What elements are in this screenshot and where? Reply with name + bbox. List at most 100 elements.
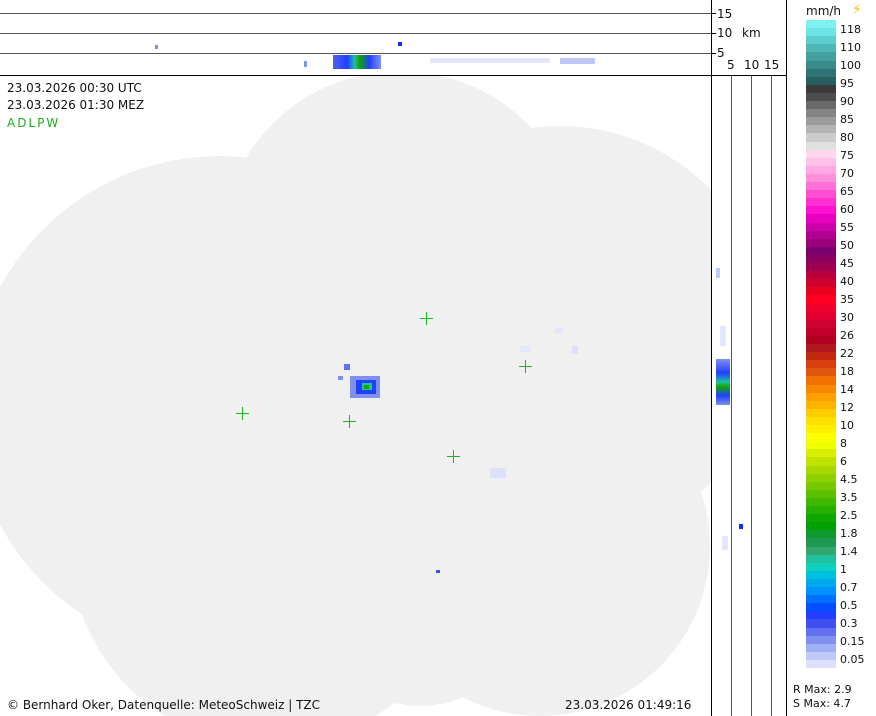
legend-label: 40 xyxy=(840,275,854,288)
legend-swatch xyxy=(806,635,836,645)
legend-swatch xyxy=(806,263,836,272)
side-profile-panel xyxy=(712,76,786,716)
legend-swatch xyxy=(806,36,836,45)
legend-swatch xyxy=(806,109,836,118)
top-profile-echo-small xyxy=(155,45,158,49)
top-profile-tick-10: 10 xyxy=(717,26,733,40)
legend-swatch xyxy=(806,465,836,475)
legend-label: 55 xyxy=(840,221,854,234)
legend-swatch xyxy=(806,659,836,669)
legend-swatch xyxy=(806,384,836,394)
radar-site-marker xyxy=(447,450,460,463)
legend-swatch xyxy=(806,238,836,248)
legend-label: 3.5 xyxy=(840,491,858,504)
legend-swatch xyxy=(806,157,836,167)
radar-site-marker xyxy=(236,407,249,420)
legend-swatch xyxy=(806,44,836,53)
product-code: ADLPW xyxy=(7,116,61,130)
legend-label: 18 xyxy=(840,365,854,378)
legend-swatch xyxy=(806,125,836,134)
legend-swatch xyxy=(806,489,836,499)
legend-label: 2.5 xyxy=(840,509,858,522)
legend-label: 90 xyxy=(840,95,854,108)
legend-swatch xyxy=(806,587,836,596)
legend-swatch xyxy=(806,473,836,483)
legend-label: 100 xyxy=(840,59,861,72)
legend-swatch xyxy=(806,287,836,296)
side-profile-echo-small xyxy=(739,524,743,529)
legend-label: 118 xyxy=(840,23,861,36)
legend-swatch xyxy=(806,506,836,515)
legend-swatch xyxy=(806,433,836,442)
side-profile-gridline-10 xyxy=(751,76,752,716)
legend-label: 0.3 xyxy=(840,617,858,630)
legend-label: 10 xyxy=(840,419,854,432)
legend-label: 6 xyxy=(840,455,847,468)
legend-swatch xyxy=(806,141,836,151)
side-profile-gridline-15 xyxy=(771,76,772,716)
legend-colorbar xyxy=(806,20,836,669)
top-profile-tick-15: 15 xyxy=(717,7,733,21)
side-profile-gridline-5 xyxy=(731,76,732,716)
radar-map[interactable] xyxy=(0,76,711,716)
top-profile-tick-5: 5 xyxy=(717,46,725,60)
legend-swatch xyxy=(806,165,836,175)
legend-swatch xyxy=(806,117,836,126)
top-profile-tick-mark-5 xyxy=(711,53,716,54)
legend-swatch xyxy=(806,595,836,604)
legend-label: 80 xyxy=(840,131,854,144)
copyright: © Bernhard Oker, Datenquelle: MeteoSchwe… xyxy=(7,698,321,712)
legend-label: 35 xyxy=(840,293,854,306)
radar-site-marker xyxy=(343,415,356,428)
top-profile-echo-small xyxy=(304,61,307,67)
legend-swatch xyxy=(806,344,836,353)
legend-swatch xyxy=(806,611,836,620)
legend-label: 50 xyxy=(840,239,854,252)
legend-swatch xyxy=(806,546,836,556)
legend-label: 4.5 xyxy=(840,473,858,486)
top-profile-echo xyxy=(333,55,381,69)
legend-swatch xyxy=(806,376,836,385)
legend-swatch xyxy=(806,198,836,207)
legend-label: 95 xyxy=(840,77,854,90)
legend-label: 22 xyxy=(840,347,854,360)
top-profile-echo-small xyxy=(430,58,550,63)
legend-swatch xyxy=(806,425,836,434)
radar-coverage xyxy=(0,76,711,716)
legend-label: 85 xyxy=(840,113,854,126)
legend-swatch xyxy=(806,271,836,280)
legend-swatch xyxy=(806,392,836,402)
legend-label: 0.7 xyxy=(840,581,858,594)
legend-swatch xyxy=(806,530,836,539)
legend-label: 0.05 xyxy=(840,653,865,666)
legend-label: 0.5 xyxy=(840,599,858,612)
side-profile-echo-small xyxy=(722,536,728,550)
legend-swatch xyxy=(806,570,836,580)
top-profile-gridline-10 xyxy=(0,33,711,34)
legend-label: 70 xyxy=(840,167,854,180)
top-profile-unit: km xyxy=(742,26,761,40)
side-profile-echo-small xyxy=(716,268,720,278)
s-max: S Max: 4.7 xyxy=(793,697,851,710)
legend-swatch xyxy=(806,643,836,653)
top-profile-echo-small xyxy=(398,42,402,46)
radar-site-marker xyxy=(420,312,433,325)
legend-swatch xyxy=(806,303,836,313)
legend-label: 65 xyxy=(840,185,854,198)
legend-label: 45 xyxy=(840,257,854,270)
lightning-icon[interactable]: ⚡ xyxy=(852,2,862,18)
legend-swatch xyxy=(806,319,836,329)
legend-swatch xyxy=(806,246,836,256)
legend-label: 1.4 xyxy=(840,545,858,558)
legend-swatch xyxy=(806,92,836,102)
legend-swatch xyxy=(806,457,836,466)
legend-swatch xyxy=(806,60,836,70)
side-profile-tick-5: 5 xyxy=(727,58,735,72)
legend-label: 0.15 xyxy=(840,635,865,648)
legend-swatch xyxy=(806,578,836,588)
legend-swatch xyxy=(806,522,836,531)
legend-swatch xyxy=(806,101,836,110)
legend-swatch xyxy=(806,538,836,547)
side-profile-border xyxy=(711,0,712,716)
legend-swatch xyxy=(806,206,836,215)
